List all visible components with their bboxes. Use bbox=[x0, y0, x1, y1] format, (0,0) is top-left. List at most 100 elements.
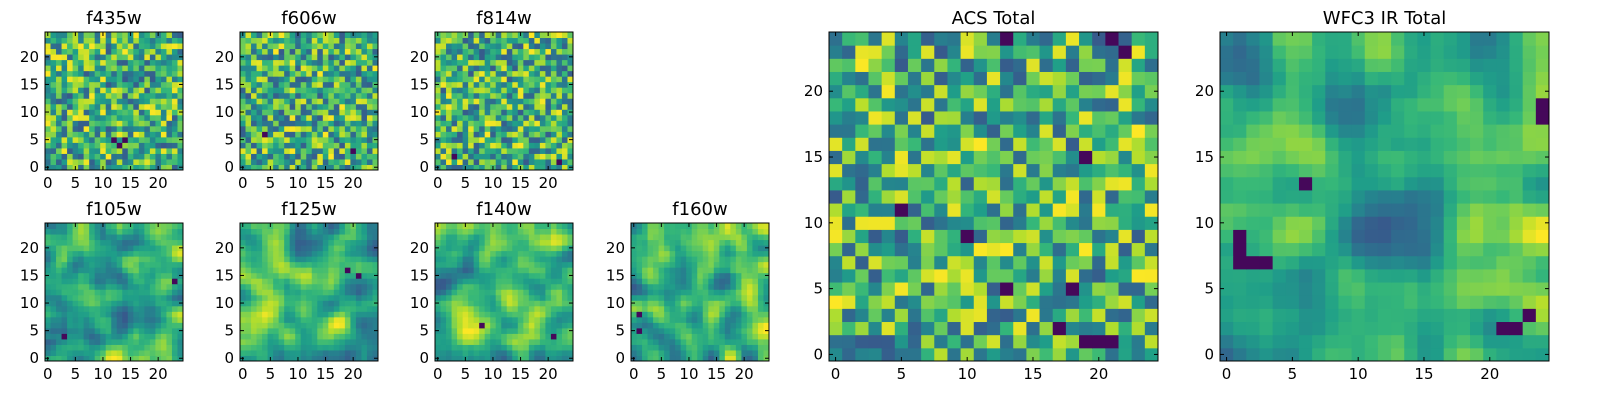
heatmap-cell bbox=[647, 250, 654, 257]
heatmap-cell bbox=[251, 37, 258, 44]
heatmap-cell bbox=[495, 261, 502, 268]
heatmap-cell bbox=[317, 223, 324, 230]
heatmap-cell bbox=[556, 147, 563, 154]
heatmap-cell bbox=[462, 333, 469, 340]
heatmap-cell bbox=[457, 223, 464, 230]
heatmap-cell bbox=[506, 300, 513, 307]
heatmap-cell bbox=[311, 316, 318, 323]
heatmap-cell bbox=[473, 223, 480, 230]
heatmap-cell bbox=[317, 294, 324, 301]
y-tick-label: 15 bbox=[20, 75, 39, 93]
heatmap-cell bbox=[506, 164, 513, 171]
y-tick-label: 5 bbox=[224, 131, 234, 149]
heatmap-cell bbox=[495, 153, 502, 160]
heatmap-cell bbox=[267, 311, 274, 318]
heatmap-cell bbox=[1013, 242, 1027, 257]
heatmap-cell bbox=[278, 43, 285, 50]
heatmap-cell bbox=[986, 176, 1001, 191]
heatmap-cell bbox=[94, 59, 101, 66]
heatmap-cell bbox=[468, 283, 475, 290]
heatmap-cell bbox=[1052, 308, 1067, 323]
heatmap-cell bbox=[289, 114, 296, 121]
heatmap-cell bbox=[517, 70, 524, 77]
heatmap-cell bbox=[451, 98, 458, 105]
heatmap-cell bbox=[138, 355, 145, 362]
heatmap-cell bbox=[528, 333, 535, 340]
heatmap-cell bbox=[273, 223, 280, 230]
heatmap-cell bbox=[284, 48, 291, 55]
heatmap-cell bbox=[116, 261, 123, 268]
heatmap-cell bbox=[506, 245, 513, 252]
heatmap-cell bbox=[344, 158, 351, 165]
heatmap-cell bbox=[127, 267, 134, 274]
heatmap-cell bbox=[495, 92, 502, 99]
heatmap-cell bbox=[322, 283, 329, 290]
heatmap-cell bbox=[366, 32, 373, 39]
heatmap-cell bbox=[355, 103, 362, 110]
heatmap-cell bbox=[881, 321, 896, 336]
heatmap-cell bbox=[523, 250, 530, 257]
heatmap-cell bbox=[719, 316, 726, 323]
heatmap-cell bbox=[675, 349, 682, 356]
heatmap-cell bbox=[372, 147, 379, 154]
heatmap-cell bbox=[686, 305, 693, 312]
heatmap-cell bbox=[300, 131, 307, 138]
heatmap-cell bbox=[746, 223, 753, 230]
heatmap-cell bbox=[322, 59, 329, 66]
heatmap-cell bbox=[45, 239, 52, 246]
heatmap-cell bbox=[506, 54, 513, 61]
heatmap-cell bbox=[746, 349, 753, 356]
heatmap-cell bbox=[171, 333, 178, 340]
heatmap-cell bbox=[94, 98, 101, 105]
heatmap-cell bbox=[133, 136, 140, 143]
heatmap-cell bbox=[501, 48, 508, 55]
heatmap-cell bbox=[127, 48, 134, 55]
heatmap-cell bbox=[440, 294, 447, 301]
heatmap-cell bbox=[111, 103, 118, 110]
heatmap-cell bbox=[284, 322, 291, 329]
heatmap-cell bbox=[278, 109, 285, 116]
heatmap-cell bbox=[138, 136, 145, 143]
heatmap-cell bbox=[435, 120, 442, 127]
heatmap-cell bbox=[61, 43, 68, 50]
heatmap-cell bbox=[251, 267, 258, 274]
x-tick-label: 5 bbox=[461, 365, 471, 383]
heatmap-cell bbox=[523, 261, 530, 268]
heatmap-cell bbox=[1092, 163, 1106, 178]
heatmap-cell bbox=[361, 261, 368, 268]
heatmap-cell bbox=[171, 103, 178, 110]
heatmap-cell bbox=[155, 349, 162, 356]
heatmap-cell bbox=[366, 81, 373, 88]
heatmap-cell bbox=[339, 333, 346, 340]
heatmap-cell bbox=[138, 131, 145, 138]
heatmap-cell bbox=[501, 272, 508, 279]
heatmap-cell bbox=[730, 278, 737, 285]
heatmap-cell bbox=[144, 311, 151, 318]
heatmap-cell bbox=[240, 294, 247, 301]
heatmap-cell bbox=[267, 70, 274, 77]
y-tick-label: 15 bbox=[20, 266, 39, 284]
heatmap-cell bbox=[89, 153, 96, 160]
heatmap-cell bbox=[127, 272, 134, 279]
heatmap-cell bbox=[100, 125, 107, 132]
heatmap-cell bbox=[149, 300, 156, 307]
heatmap-cell bbox=[372, 103, 379, 110]
heatmap-cell bbox=[355, 48, 362, 55]
heatmap-cell bbox=[468, 228, 475, 235]
heatmap-cell bbox=[56, 355, 63, 362]
heatmap-cell bbox=[921, 308, 935, 323]
heatmap-cell bbox=[78, 327, 85, 334]
heatmap-cell bbox=[675, 322, 682, 329]
heatmap-cell bbox=[45, 114, 52, 121]
heatmap-cell bbox=[713, 327, 720, 334]
heatmap-cell bbox=[67, 289, 74, 296]
heatmap-cell bbox=[284, 59, 291, 66]
heatmap-cell bbox=[166, 261, 173, 268]
heatmap-cell bbox=[262, 131, 269, 138]
heatmap-cell bbox=[45, 158, 52, 165]
heatmap-cell bbox=[636, 250, 643, 257]
heatmap-cell bbox=[89, 250, 96, 257]
heatmap-cell bbox=[67, 245, 74, 252]
heatmap-cell bbox=[653, 294, 660, 301]
